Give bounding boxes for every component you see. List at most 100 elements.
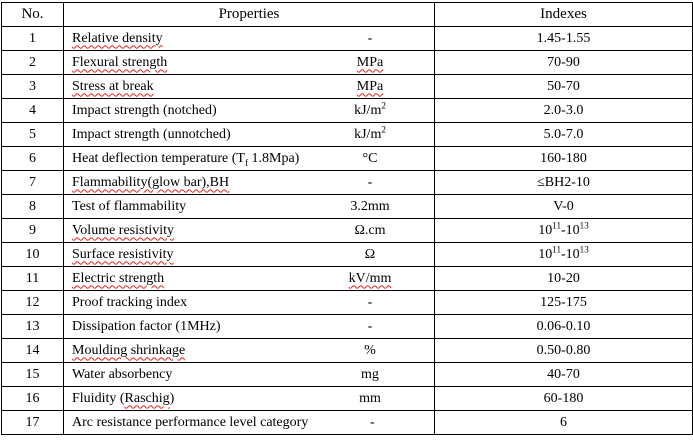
row-number: 1 bbox=[1, 26, 64, 51]
text-segment: Heat deflection temperature (T bbox=[72, 150, 245, 166]
property-name: Test of flammability bbox=[72, 198, 187, 214]
index-value: 1011-1013 bbox=[434, 218, 693, 243]
property-cell: Water absorbency mg bbox=[63, 362, 435, 387]
row-number: 6 bbox=[1, 146, 64, 171]
row-number: 5 bbox=[1, 122, 64, 147]
index-value: 1011-1013 bbox=[434, 242, 693, 267]
property-wrap: Proof tracking index - bbox=[65, 294, 434, 311]
index-value: 1.45-1.55 bbox=[434, 26, 693, 51]
text-segment: Moulding shrinkage bbox=[72, 342, 186, 358]
table-row: 12 Proof tracking index - 125-175 bbox=[1, 290, 693, 315]
row-number: 10 bbox=[1, 242, 64, 267]
table-row: 13 Dissipation factor (1MHz) - 0.06-0.10 bbox=[1, 314, 693, 339]
property-unit: - bbox=[367, 174, 373, 190]
index-value: 60-180 bbox=[434, 386, 693, 411]
property-wrap: Impact strength (notched) kJ/m2 bbox=[65, 99, 434, 119]
property-cell: Flammability(glow bar),BH - bbox=[63, 170, 435, 195]
index-value: 160-180 bbox=[434, 146, 693, 171]
text-segment: Electric strength bbox=[72, 270, 165, 286]
row-number: 3 bbox=[1, 74, 64, 99]
index-value: 5.0-7.0 bbox=[434, 122, 693, 147]
row-number: 7 bbox=[1, 170, 64, 195]
property-cell: Test of flammability 3.2mm bbox=[63, 194, 435, 219]
text-segment: Fluidity ( bbox=[72, 390, 125, 406]
text-segment: Flammability(glow bar),BH bbox=[72, 174, 230, 190]
property-unit: Ω bbox=[364, 246, 376, 262]
index-value: 0.06-0.10 bbox=[434, 314, 693, 339]
row-number: 9 bbox=[1, 218, 64, 243]
table-row: 8 Test of flammability 3.2mm V-0 bbox=[1, 194, 693, 219]
property-name: Moulding shrinkage bbox=[65, 342, 307, 359]
text-segment: 11 bbox=[552, 219, 561, 230]
header-properties: Properties bbox=[63, 2, 435, 27]
property-unit: mm bbox=[359, 390, 381, 406]
index-value: 50-70 bbox=[434, 74, 693, 99]
property-wrap: Fluidity (Raschig) mm bbox=[65, 390, 434, 407]
property-unit: Ω.cm bbox=[354, 222, 386, 238]
property-name: Stress at break bbox=[65, 79, 307, 95]
property-name: Proof tracking index bbox=[72, 294, 188, 310]
index-value: V-0 bbox=[434, 194, 693, 219]
text-segment: 1.8Mpa) bbox=[248, 150, 300, 166]
text-segment: 13 bbox=[579, 243, 589, 254]
text-segment: -10 bbox=[561, 246, 580, 262]
property-cell: Heat deflection temperature (Tf 1.8Mpa) °… bbox=[63, 146, 435, 171]
text-segment: kJ/m bbox=[354, 102, 382, 118]
index-value: 70-90 bbox=[434, 50, 693, 75]
property-cell: Electric strength kV/mm bbox=[63, 266, 435, 291]
table-row: 11 Electric strength kV/mm 10-20 bbox=[1, 266, 693, 291]
table-row: 4 Impact strength (notched) kJ/m2 2.0-3.0 bbox=[1, 98, 693, 123]
text-segment: ) bbox=[169, 390, 175, 406]
properties-table: No. Properties Indexes 1 Relative density… bbox=[1, 2, 693, 435]
property-cell: Relative density - bbox=[63, 26, 435, 51]
property-cell: Proof tracking index - bbox=[63, 290, 435, 315]
property-wrap: Electric strength kV/mm bbox=[65, 270, 434, 287]
index-value: 2.0-3.0 bbox=[434, 98, 693, 123]
header-no: No. bbox=[1, 2, 64, 27]
table-row: 6 Heat deflection temperature (Tf 1.8Mpa)… bbox=[1, 146, 693, 171]
text-segment: 13 bbox=[579, 219, 589, 230]
property-cell: Impact strength (notched) kJ/m2 bbox=[63, 98, 435, 123]
property-cell: Surface resistivity Ω bbox=[63, 242, 435, 267]
row-number: 12 bbox=[1, 290, 64, 315]
property-cell: Arc resistance performance level categor… bbox=[63, 410, 435, 435]
property-name: Surface resistivity bbox=[65, 247, 307, 263]
text-segment: 2 bbox=[381, 123, 386, 134]
text-segment: Relative density bbox=[72, 30, 163, 46]
header-row: No. Properties Indexes bbox=[1, 2, 693, 27]
property-unit: - bbox=[367, 30, 373, 46]
row-number: 4 bbox=[1, 98, 64, 123]
property-name: Water absorbency bbox=[72, 366, 173, 382]
table-row: 17 Arc resistance performance level categ… bbox=[1, 410, 693, 435]
property-name: Impact strength (unnotched) bbox=[72, 126, 231, 142]
property-name: Electric strength bbox=[65, 270, 307, 287]
property-wrap: Dissipation factor (1MHz) - bbox=[65, 318, 434, 335]
table-row: 5 Impact strength (unnotched) kJ/m2 5.0-7.0 bbox=[1, 122, 693, 147]
table-body: 1 Relative density - 1.45-1.55 2 Flexural str… bbox=[1, 26, 693, 435]
property-wrap: Volume resistivity Ω.cm bbox=[65, 222, 434, 239]
table-row: 7 Flammability(glow bar),BH - ≤BH2-10 bbox=[1, 170, 693, 195]
table-row: 3 Stress at break MPa 50-70 bbox=[1, 74, 693, 99]
property-wrap: Water absorbency mg bbox=[65, 366, 434, 383]
property-unit: kV/mm bbox=[306, 271, 434, 287]
row-number: 11 bbox=[1, 266, 64, 291]
table-row: 14 Moulding shrinkage% 0.50-0.80 bbox=[1, 338, 693, 363]
index-value: 6 bbox=[434, 410, 693, 435]
property-wrap: Moulding shrinkage% bbox=[65, 342, 434, 359]
row-number: 8 bbox=[1, 194, 64, 219]
property-cell: Stress at break MPa bbox=[63, 74, 435, 99]
property-cell: Flexural strength MPa bbox=[63, 50, 435, 75]
text-segment: 2 bbox=[381, 99, 386, 110]
text-segment: f bbox=[244, 157, 248, 168]
property-wrap: Surface resistivity Ω bbox=[65, 246, 434, 263]
property-wrap: Arc resistance performance level categor… bbox=[65, 415, 434, 431]
index-value: 0.50-0.80 bbox=[434, 338, 693, 363]
text-segment: MPa bbox=[356, 78, 384, 94]
property-name: Impact strength (notched) bbox=[72, 102, 217, 118]
text-segment: 10 bbox=[538, 246, 553, 262]
property-name: Fluidity (Raschig) bbox=[65, 390, 307, 407]
text-segment: Flexural strength bbox=[72, 54, 168, 70]
property-wrap: Relative density - bbox=[65, 30, 434, 47]
property-unit: - bbox=[367, 318, 373, 334]
